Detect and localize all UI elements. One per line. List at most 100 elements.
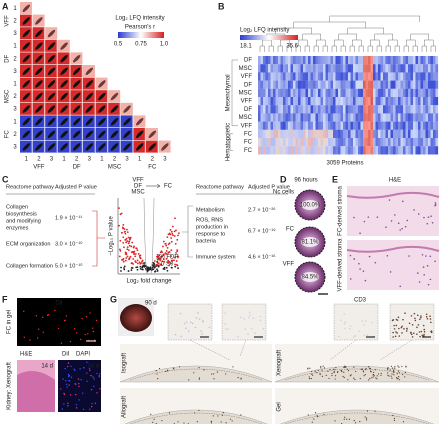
heatmap-cell xyxy=(395,97,399,106)
stain-spot xyxy=(224,323,226,326)
protein-point xyxy=(123,267,125,269)
heatmap-cell xyxy=(428,138,431,147)
dendrogram xyxy=(313,45,319,52)
heatmap-row-label: FC xyxy=(244,140,253,146)
heatmap-cell xyxy=(293,113,296,122)
heatmap-cell xyxy=(373,105,376,114)
stain-spot xyxy=(254,332,256,334)
heatmap-cell xyxy=(323,138,326,147)
stain-spot xyxy=(354,422,357,424)
heatmap-cell xyxy=(268,80,271,89)
heatmap-cell xyxy=(435,105,439,114)
dendrogram xyxy=(331,45,337,52)
heatmap-cell xyxy=(280,64,284,73)
heatmap-cell xyxy=(418,88,421,98)
heatmap-row-label: MSC xyxy=(239,115,253,121)
heatmap-cell xyxy=(335,97,339,106)
heatmap-cell xyxy=(340,88,344,98)
heatmap-cell xyxy=(373,80,376,89)
heatmap-cell xyxy=(275,146,279,155)
dendrogram xyxy=(388,39,398,46)
heatmap-cell xyxy=(375,129,379,139)
scatter-cloud xyxy=(35,105,43,113)
stain-spot xyxy=(353,366,355,368)
heatmap-cell xyxy=(410,121,414,130)
stain-spot xyxy=(321,369,323,371)
stain-spot xyxy=(401,365,403,368)
heatmap-cell xyxy=(258,121,261,130)
heatmap-cell xyxy=(335,88,339,98)
cell-signal xyxy=(75,407,78,409)
stain-spot xyxy=(194,412,196,414)
heatmap-cell xyxy=(328,113,331,122)
heatmap-cell xyxy=(330,121,334,130)
scatter-cloud xyxy=(35,54,43,63)
heatmap-cell xyxy=(400,121,404,130)
stain-spot xyxy=(420,315,422,317)
heatmap-cell xyxy=(348,138,351,147)
stain-spot xyxy=(361,368,363,371)
cell-signal xyxy=(66,386,68,388)
protein-point xyxy=(167,233,170,236)
heatmap-cell xyxy=(350,72,354,81)
heatmap-cell xyxy=(368,80,371,89)
stain-spot xyxy=(374,410,376,412)
protein-point xyxy=(161,260,164,263)
heatmap-cell xyxy=(325,138,329,147)
scatter-cloud xyxy=(72,80,81,88)
heatmap-cell xyxy=(278,88,281,98)
scatter-cloud xyxy=(47,67,56,76)
heatmap-cell xyxy=(260,129,264,139)
cell-signal xyxy=(93,378,95,380)
heatmap-cell xyxy=(423,105,426,114)
heatmap-cell xyxy=(265,129,269,139)
protein-point xyxy=(172,234,174,237)
heatmap-cell xyxy=(265,105,269,114)
heatmap-cell xyxy=(298,80,301,89)
protein-point xyxy=(119,249,122,252)
heatmap-cell xyxy=(373,113,376,122)
stain-spot xyxy=(393,374,395,376)
nucleus xyxy=(362,270,365,272)
stain-spot xyxy=(337,335,340,338)
scatter-cloud xyxy=(135,130,144,139)
protein-point xyxy=(166,236,169,239)
heatmap-cell xyxy=(393,105,396,114)
nucleus xyxy=(422,266,425,268)
heatmap-cell xyxy=(333,138,336,147)
protein-point xyxy=(156,268,158,271)
heatmap-cell xyxy=(373,138,376,147)
cell-signal xyxy=(80,338,82,341)
stain-spot xyxy=(365,419,368,421)
heatmap-cell xyxy=(305,146,309,155)
nucleus xyxy=(418,281,421,283)
heatmap-cell xyxy=(433,129,436,139)
stain-spot xyxy=(308,376,310,378)
heatmap-cell xyxy=(428,64,431,73)
heatmap-cell xyxy=(395,121,399,130)
heatmap-cell xyxy=(368,121,371,130)
heatmap-cell xyxy=(275,105,279,114)
heatmap-cell xyxy=(258,113,261,122)
heatmap-cell xyxy=(403,113,406,122)
heatmap-cell xyxy=(390,129,394,139)
heatmap-cell xyxy=(298,88,301,98)
heatmap-cell xyxy=(275,121,279,130)
col-replicate: 3 xyxy=(125,157,129,163)
stain-spot xyxy=(343,323,346,325)
heatmap-cell xyxy=(305,105,309,114)
stain-spot xyxy=(317,369,319,372)
heatmap-cell xyxy=(295,129,299,139)
heatmap-cell xyxy=(415,64,419,73)
stain-spot xyxy=(334,368,336,371)
heatmap-cell xyxy=(298,129,301,139)
heatmap-cell xyxy=(338,97,341,106)
heatmap-cell xyxy=(373,146,376,155)
heatmap-cell xyxy=(288,88,291,98)
value-badge xyxy=(301,200,319,210)
stain-spot xyxy=(321,375,323,377)
dendrogram xyxy=(262,39,272,46)
heatmap-cell xyxy=(330,113,334,122)
heatmap-cell xyxy=(435,97,439,106)
heatmap-cell xyxy=(295,121,299,130)
